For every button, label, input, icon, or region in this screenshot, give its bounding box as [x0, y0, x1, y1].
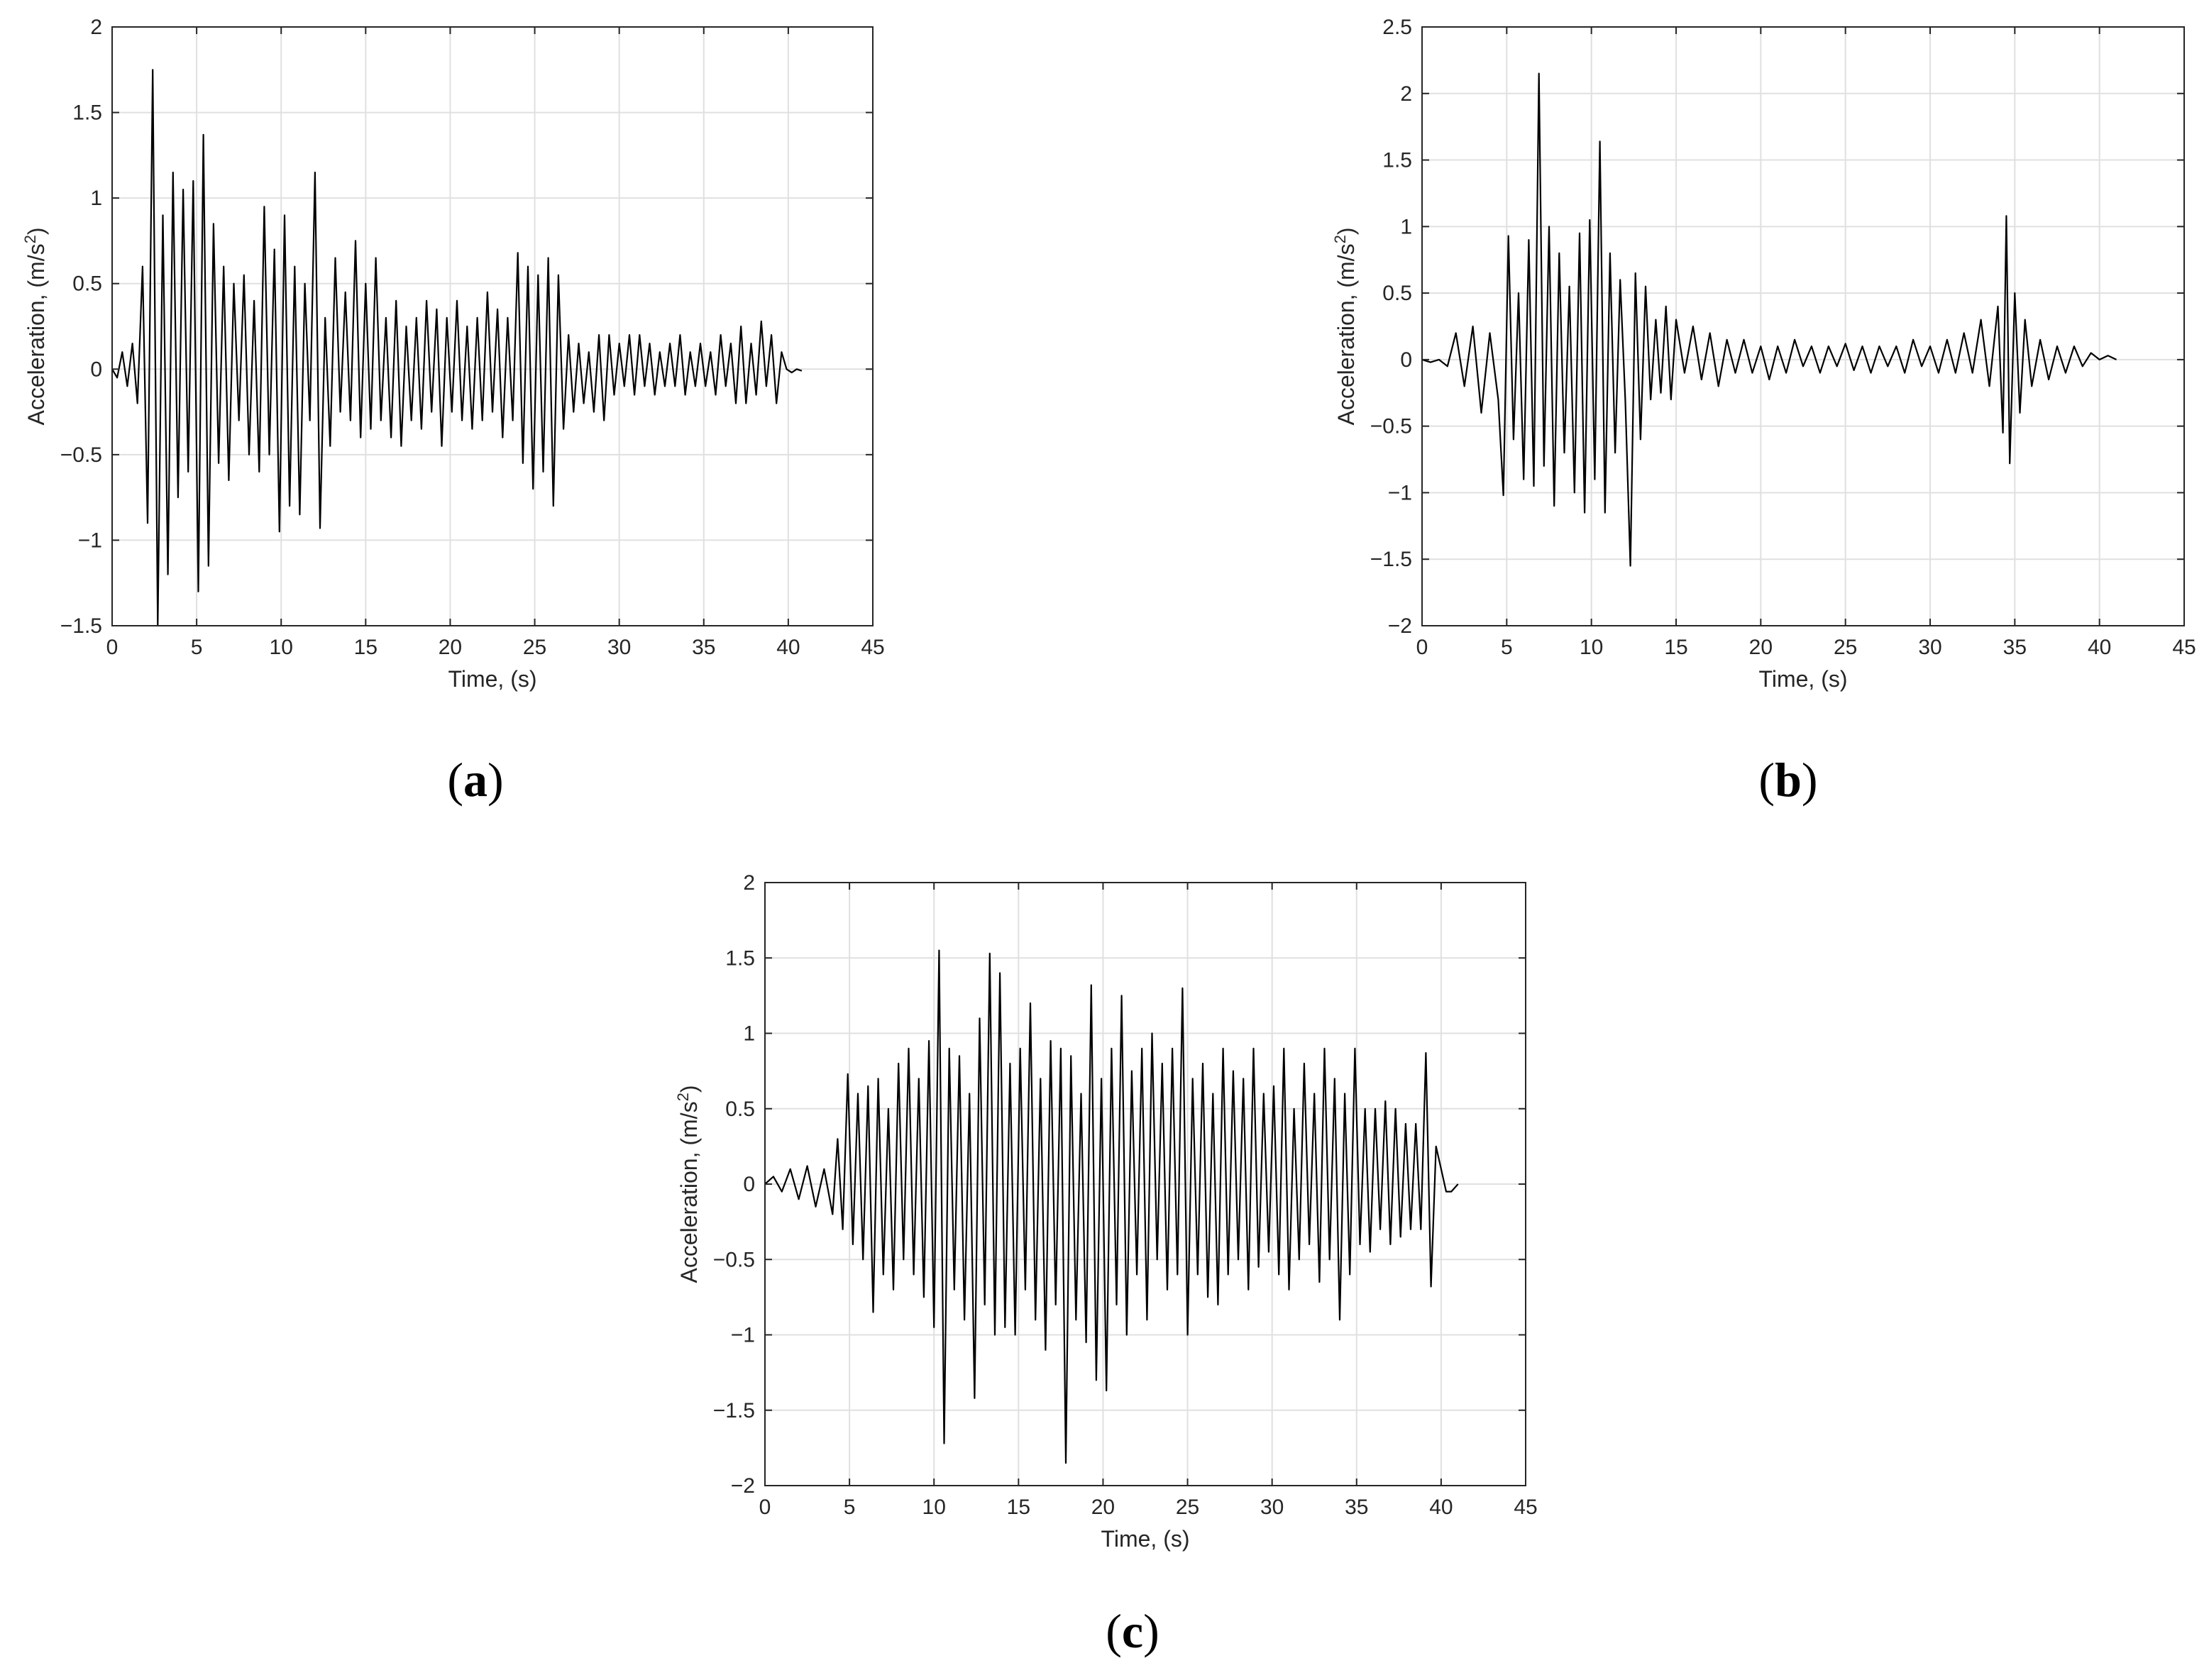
y-tick-label: 2	[743, 871, 755, 895]
x-tick-label: 25	[1176, 1496, 1199, 1519]
x-tick-label: 40	[1429, 1496, 1453, 1519]
x-axis-label: Time, (s)	[1758, 666, 1847, 692]
plot-frame	[111, 26, 874, 626]
x-tick-label: 45	[2172, 636, 2196, 659]
x-tick-label: 0	[106, 636, 119, 659]
y-tick-label: 1.5	[725, 946, 755, 970]
y-tick-label: 1	[1400, 215, 1412, 238]
x-tick-label: 25	[523, 636, 546, 659]
y-tick-label: 0	[90, 358, 102, 381]
x-tick-label: 20	[1749, 636, 1773, 659]
x-tick-label: 5	[191, 636, 203, 659]
x-tick-label: 30	[1260, 1496, 1284, 1519]
x-tick-label: 0	[759, 1496, 771, 1519]
y-axis-label: Acceleration, (m/s2)	[674, 1085, 702, 1283]
y-axis-label-text: Acceleration, (m/s	[23, 243, 49, 425]
x-tick-label: 40	[776, 636, 800, 659]
y-tick-label: 2	[1400, 82, 1412, 106]
y-axis-label: Acceleration, (m/s2)	[21, 228, 49, 426]
x-tick-label: 5	[844, 1496, 856, 1519]
x-tick-label: 35	[1345, 1496, 1368, 1519]
x-tick-label: 15	[1007, 1496, 1030, 1519]
x-tick-label: 35	[2003, 636, 2027, 659]
x-tick-label: 10	[270, 636, 293, 659]
y-axis-label-superscript: 2	[1331, 235, 1349, 243]
x-tick-label: 5	[1501, 636, 1513, 659]
y-tick-label: −0.5	[60, 443, 102, 467]
y-tick-label: −1.5	[713, 1399, 755, 1422]
x-tick-label: 45	[861, 636, 884, 659]
y-tick-label: −1	[731, 1324, 755, 1347]
x-tick-label: 15	[1664, 636, 1687, 659]
y-axis-label: Acceleration, (m/s2)	[1331, 228, 1359, 426]
y-tick-label: −2	[731, 1474, 755, 1498]
y-tick-label: −0.5	[1370, 415, 1412, 438]
acceleration-series-line	[764, 949, 1459, 1464]
chart-a: 0 5 10 15 20 25 30 35 40 45 −1.5 −1 −0.5 0 0.5 1 1.5 2 Tim…	[21, 16, 885, 692]
y-axis-label-text: Acceleration, (m/s	[676, 1101, 702, 1283]
x-tick-label: 10	[1580, 636, 1603, 659]
y-tick-label: 1.5	[72, 101, 102, 125]
y-tick-label: 0.5	[725, 1098, 755, 1121]
x-tick-label: 10	[922, 1496, 946, 1519]
x-tick-label: 45	[1514, 1496, 1537, 1519]
chart-c: 0 5 10 15 20 25 30 35 40 45 −2 −1.5 −1 −0.5 0 0.5 1 1.5 2 T…	[674, 871, 1538, 1552]
y-axis-label-close: )	[676, 1085, 702, 1093]
y-axis-label-close: )	[23, 228, 49, 236]
x-tick-label: 40	[2088, 636, 2111, 659]
x-tick-label: 30	[607, 636, 631, 659]
chart-b: 0 5 10 15 20 25 30 35 40 45 −2 −1.5 −1 −0.5 0 0.5 1 1.5 2 2…	[1331, 16, 2196, 692]
y-tick-label: −1.5	[1370, 548, 1412, 571]
x-tick-label: 20	[1091, 1496, 1115, 1519]
x-axis-label: Time, (s)	[448, 666, 536, 692]
panel-label-c: (c)	[1106, 1604, 1159, 1658]
panel-label-b: (b)	[1758, 753, 1817, 807]
x-tick-label: 0	[1416, 636, 1428, 659]
x-tick-label: 25	[1834, 636, 1857, 659]
y-tick-label: −1	[1388, 481, 1412, 504]
y-tick-label: 2.5	[1382, 16, 1412, 39]
plot-frame	[1421, 26, 2185, 626]
acceleration-series-line	[1421, 72, 2117, 567]
y-tick-label: 0.5	[1382, 282, 1412, 305]
y-tick-label: 0.5	[72, 272, 102, 296]
y-tick-label: −2	[1388, 614, 1412, 638]
y-tick-label: 2	[90, 16, 102, 39]
y-tick-label: −1.5	[60, 614, 102, 638]
x-tick-label: 15	[354, 636, 378, 659]
y-tick-label: 1.5	[1382, 149, 1412, 172]
y-axis-label-superscript: 2	[21, 235, 39, 243]
y-tick-label: −1	[78, 529, 102, 552]
y-tick-label: 0	[1400, 348, 1412, 372]
x-axis-label: Time, (s)	[1101, 1526, 1189, 1552]
y-tick-label: −0.5	[713, 1248, 755, 1271]
y-axis-label-close: )	[1333, 228, 1359, 236]
y-tick-label: 1	[743, 1022, 755, 1046]
x-tick-label: 20	[439, 636, 462, 659]
y-tick-label: 0	[743, 1173, 755, 1196]
y-axis-label-text: Acceleration, (m/s	[1333, 243, 1359, 425]
acceleration-series-line	[111, 69, 803, 627]
x-tick-label: 35	[692, 636, 715, 659]
x-tick-label: 30	[1918, 636, 1941, 659]
panel-label-a: (a)	[447, 753, 503, 807]
y-axis-label-superscript: 2	[674, 1093, 692, 1101]
y-tick-label: 1	[90, 187, 102, 210]
